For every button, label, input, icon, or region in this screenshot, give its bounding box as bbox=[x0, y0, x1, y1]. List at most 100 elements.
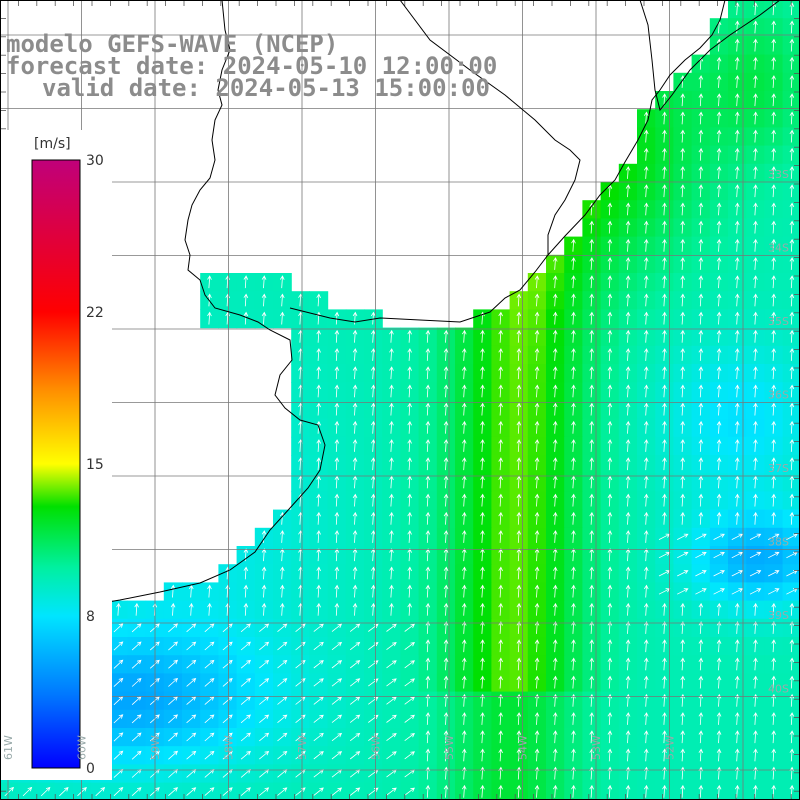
wind-arrow bbox=[589, 275, 594, 289]
wind-arrow bbox=[716, 621, 722, 634]
wind-arrow bbox=[516, 784, 522, 798]
wind-arrow bbox=[113, 750, 124, 760]
wind-arrow bbox=[680, 293, 685, 307]
wind-arrow bbox=[461, 530, 467, 543]
wind-arrow bbox=[753, 639, 758, 653]
wind-arrow bbox=[698, 129, 704, 143]
wind-arrow bbox=[534, 439, 540, 452]
wind-arrow bbox=[734, 621, 740, 634]
wind-arrow bbox=[498, 730, 503, 744]
wind-arrow bbox=[516, 748, 522, 762]
wind-arrow bbox=[716, 311, 722, 325]
wind-arrow bbox=[407, 493, 412, 507]
wind-arrow bbox=[204, 787, 215, 796]
wind-arrow bbox=[498, 348, 503, 361]
wind-cell bbox=[200, 673, 219, 693]
wind-cell bbox=[291, 764, 310, 784]
wind-arrow bbox=[753, 329, 758, 343]
wind-arrow bbox=[625, 384, 631, 398]
longitude-label: 53W bbox=[590, 735, 603, 760]
wind-arrow bbox=[443, 420, 449, 434]
wind-arrow bbox=[771, 75, 776, 88]
wind-arrow bbox=[716, 675, 722, 689]
wind-arrow bbox=[698, 75, 704, 88]
wind-arrow bbox=[498, 748, 503, 762]
wind-arrow bbox=[789, 402, 795, 416]
wind-cell bbox=[182, 673, 201, 693]
wind-cell bbox=[764, 546, 784, 565]
wind-arrow bbox=[589, 402, 594, 416]
wind-cell bbox=[345, 764, 365, 784]
wind-cell bbox=[109, 618, 128, 638]
wind-arrow bbox=[789, 2, 795, 16]
wind-cell bbox=[163, 691, 183, 711]
wind-arrow bbox=[313, 751, 324, 760]
wind-arrow bbox=[771, 493, 776, 507]
wind-arrow bbox=[625, 402, 631, 416]
wind-cell bbox=[728, 546, 747, 565]
wind-arrow bbox=[534, 457, 540, 471]
wind-arrow bbox=[643, 493, 649, 507]
wind-arrow bbox=[753, 311, 758, 325]
wind-arrow bbox=[771, 784, 776, 798]
wind-cell bbox=[400, 637, 420, 656]
wind-arrow bbox=[571, 566, 576, 580]
wind-arrow bbox=[498, 584, 503, 598]
wind-cell bbox=[709, 564, 729, 583]
wind-arrow bbox=[680, 129, 685, 143]
wind-arrow bbox=[386, 732, 397, 742]
wind-arrow bbox=[516, 602, 522, 616]
wind-arrow bbox=[589, 621, 594, 634]
wind-arrow bbox=[313, 660, 324, 669]
wind-arrow bbox=[734, 166, 740, 179]
wind-cell bbox=[327, 673, 347, 693]
wind-cell bbox=[273, 764, 292, 784]
wind-arrow bbox=[113, 732, 124, 742]
wind-arrow bbox=[571, 348, 576, 361]
wind-arrow bbox=[240, 732, 251, 742]
wind-arrow bbox=[607, 257, 613, 270]
wind-arrow bbox=[331, 696, 343, 705]
longitude-label: 60W bbox=[76, 735, 89, 760]
wind-arrow bbox=[734, 402, 740, 416]
wind-arrow bbox=[771, 730, 776, 744]
wind-arrow bbox=[625, 621, 631, 634]
wind-arrow bbox=[680, 384, 685, 398]
wind-cell bbox=[400, 746, 420, 765]
wind-arrow bbox=[771, 202, 776, 216]
wind-arrow bbox=[370, 566, 376, 580]
wind-arrow bbox=[643, 511, 649, 525]
wind-arrow bbox=[753, 748, 758, 762]
wind-arrow bbox=[407, 584, 412, 598]
wind-arrow bbox=[407, 457, 412, 471]
wind-arrow bbox=[425, 511, 431, 525]
wind-cell bbox=[728, 564, 747, 583]
wind-arrow bbox=[516, 420, 522, 434]
wind-arrow bbox=[425, 566, 431, 580]
wind-cell bbox=[364, 746, 383, 765]
wind-arrow bbox=[734, 712, 740, 725]
wind-arrow bbox=[789, 384, 795, 398]
wind-arrow bbox=[734, 20, 740, 34]
wind-arrow bbox=[607, 584, 613, 598]
wind-arrow bbox=[425, 784, 431, 798]
wind-arrow bbox=[352, 329, 358, 343]
wind-arrow bbox=[349, 732, 361, 742]
wind-arrow bbox=[716, 348, 722, 361]
wind-arrow bbox=[643, 366, 649, 380]
wind-arrow bbox=[443, 657, 449, 671]
wind-cell bbox=[109, 746, 128, 765]
wind-arrow bbox=[643, 584, 649, 598]
wind-arrow bbox=[716, 329, 722, 343]
wind-arrow bbox=[643, 220, 649, 234]
wind-arrow bbox=[425, 457, 431, 471]
wind-arrow bbox=[680, 111, 685, 125]
wind-cell bbox=[254, 709, 274, 729]
wind-arrow bbox=[625, 275, 631, 289]
wind-arrow bbox=[443, 748, 449, 762]
wind-arrow bbox=[170, 602, 176, 616]
wind-arrow bbox=[225, 293, 230, 307]
wind-arrow bbox=[498, 402, 503, 416]
wind-arrow bbox=[386, 751, 397, 760]
wind-arrow bbox=[277, 787, 288, 796]
